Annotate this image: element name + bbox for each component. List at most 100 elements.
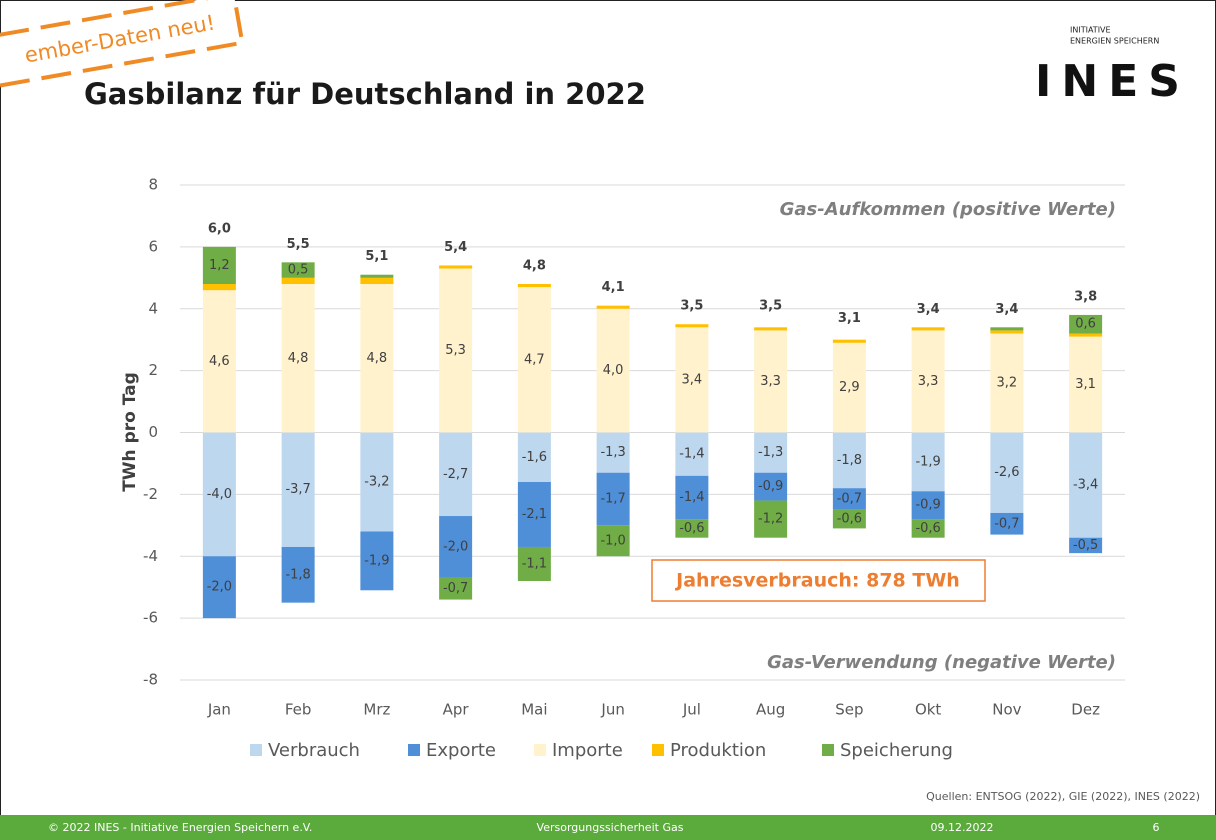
value-label: 5,3 — [445, 343, 466, 358]
x-tick-label: Feb — [285, 701, 312, 719]
bar-segment — [439, 432, 473, 517]
value-label: 4,0 — [603, 363, 624, 378]
bar-segment — [990, 327, 1024, 331]
total-label: 6,0 — [208, 221, 231, 236]
x-tick-label: Dez — [1071, 701, 1100, 719]
bar-segment — [754, 432, 788, 473]
bar-segment — [911, 519, 945, 538]
footer-date: 09.12.2022 — [931, 821, 994, 834]
bar-segment — [675, 324, 709, 328]
bar-segment — [202, 556, 236, 619]
legend-swatch — [652, 744, 664, 756]
value-label: 4,8 — [288, 351, 309, 366]
value-label: -0,6 — [679, 521, 704, 536]
value-label: 0,6 — [1075, 317, 1096, 332]
value-label: -4,0 — [207, 487, 232, 502]
logo-line1: INITIATIVE — [1070, 26, 1111, 35]
bar-segment — [202, 432, 236, 557]
total-label: 5,1 — [365, 249, 388, 264]
bar-segment — [754, 330, 788, 433]
value-label: -0,6 — [837, 512, 862, 527]
legend-label: Speicherung — [840, 740, 953, 761]
plot: 8 6 4 2 0 -2 -4 -6 -8 Jan -4,0 -2,0 4,6 1,2 6,0 Feb -3,7… — [143, 176, 1125, 761]
value-label: 4,7 — [524, 352, 545, 367]
bar-segment — [596, 525, 630, 557]
value-label: -2,7 — [443, 467, 468, 482]
x-tick-label: Mrz — [363, 701, 390, 719]
annotation-box-text: Jahresverbrauch: 878 TWh — [674, 570, 960, 592]
value-label: 3,3 — [760, 374, 781, 389]
bar-segment — [281, 284, 315, 433]
legend-swatch — [534, 744, 546, 756]
y-tick-label: -8 — [143, 671, 158, 689]
footer-left: © 2022 INES - Initiative Energien Speich… — [48, 821, 312, 834]
value-label: -1,2 — [758, 512, 783, 527]
value-label: -0,7 — [994, 516, 1019, 531]
bar-segment — [281, 546, 315, 603]
value-label: -3,2 — [364, 475, 389, 490]
legend-label: Importe — [552, 740, 623, 761]
value-label: -2,0 — [443, 539, 468, 554]
bar-segment — [439, 268, 473, 433]
bar-segment — [832, 509, 866, 529]
bar-segment — [596, 472, 630, 526]
value-label: 3,3 — [918, 374, 939, 389]
source: Quellen: ENTSOG (2022), GIE (2022), INES… — [926, 790, 1200, 803]
total-label: 4,8 — [523, 259, 546, 274]
y-tick-label: -4 — [143, 547, 158, 565]
value-label: -3,4 — [1073, 478, 1098, 493]
bar-segment — [1069, 314, 1103, 334]
value-label: 0,5 — [288, 263, 309, 278]
y-tick-label: 6 — [148, 237, 158, 255]
bar-segment — [439, 265, 473, 269]
x-tick-label: Sep — [835, 701, 863, 719]
x-tick-label: Jul — [682, 701, 701, 719]
bar-segment — [990, 432, 1024, 513]
bar-segment — [832, 339, 866, 343]
bar-segment — [202, 246, 236, 284]
y-tick-label: 2 — [148, 361, 158, 379]
bar-segment — [675, 475, 709, 520]
bar-segment — [360, 432, 394, 532]
bar-segment — [360, 274, 394, 278]
legend-label: Produktion — [670, 740, 766, 761]
value-label: -1,3 — [758, 445, 783, 460]
bar-segment — [675, 327, 709, 433]
bar-segment — [990, 512, 1024, 535]
bar-segment — [832, 432, 866, 489]
value-label: 1,2 — [209, 258, 230, 273]
x-tick-label: Okt — [915, 701, 941, 719]
value-label: 2,9 — [839, 380, 860, 395]
bar-segment — [1069, 336, 1103, 433]
footer-center: Versorgungssicherheit Gas — [537, 821, 684, 834]
total-label: 3,5 — [680, 299, 703, 314]
total-label: 3,4 — [995, 302, 1018, 317]
x-tick-label: Nov — [992, 701, 1021, 719]
bar-segment — [439, 577, 473, 600]
value-label: -3,7 — [285, 482, 310, 497]
bar-segment — [754, 500, 788, 538]
value-label: -1,8 — [285, 567, 310, 582]
value-label: -1,1 — [522, 556, 547, 571]
bar-segment — [517, 482, 551, 547]
annotation-bottom: Gas-Verwendung (negative Werte) — [767, 652, 1116, 673]
total-label: 3,1 — [838, 311, 861, 326]
total-label: 3,4 — [917, 302, 940, 317]
total-label: 5,5 — [287, 237, 310, 252]
y-tick-label: 8 — [148, 176, 158, 194]
bar-segment — [1069, 333, 1103, 337]
value-label: -1,8 — [837, 453, 862, 468]
x-tick-label: Aug — [756, 701, 785, 719]
bar-segment — [202, 290, 236, 433]
bar-segment — [832, 488, 866, 510]
banner-box — [0, 0, 245, 94]
value-label: -1,4 — [679, 490, 704, 505]
footer-bar — [0, 815, 1216, 840]
legend-label: Verbrauch — [268, 740, 360, 761]
bar-segment — [439, 516, 473, 578]
chart-title: Gasbilanz für Deutschland in 2022 — [84, 77, 646, 111]
value-label: 3,1 — [1075, 377, 1096, 392]
bar-segment — [1069, 537, 1103, 554]
bar-segment — [990, 330, 1024, 334]
bar-segment — [675, 432, 709, 476]
